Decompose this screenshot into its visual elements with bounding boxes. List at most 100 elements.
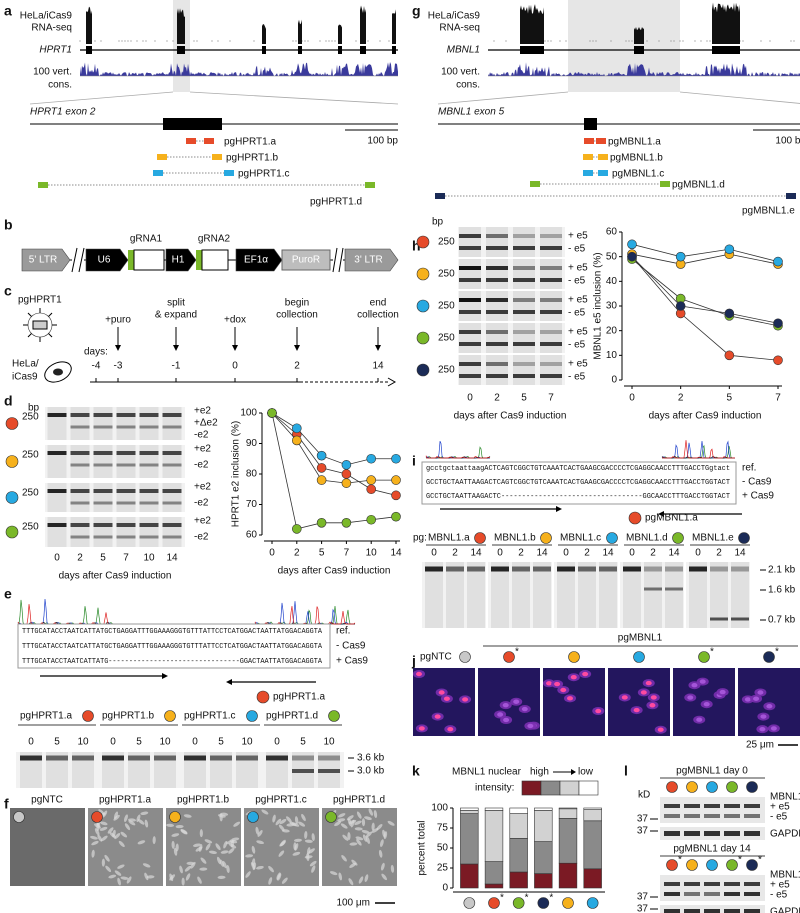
- construct-element: [85, 248, 129, 272]
- nucleus: [554, 681, 561, 687]
- cell: [136, 814, 141, 823]
- cell: [152, 836, 156, 845]
- gel-band: [486, 234, 508, 238]
- guide-site: [660, 181, 670, 187]
- legend-swatch: [559, 780, 580, 796]
- size-label: 250: [438, 333, 455, 344]
- bar-segment: [484, 810, 504, 862]
- cell: [279, 818, 287, 825]
- label: collection: [357, 310, 399, 321]
- marker: [82, 710, 94, 722]
- cell: [298, 821, 306, 827]
- gel: [45, 407, 185, 440]
- chromatogram: [255, 605, 355, 625]
- cell: [261, 809, 269, 815]
- lane-label: 14: [734, 548, 746, 559]
- gel-lane: [459, 355, 481, 385]
- gel-band: [93, 501, 113, 505]
- series-line: [271, 412, 396, 466]
- cell: [278, 850, 285, 857]
- cell: [348, 878, 354, 886]
- marker: [633, 651, 645, 663]
- lane-label: 5: [218, 737, 224, 748]
- arrow-head: [162, 673, 168, 679]
- gene-exon: [262, 46, 266, 54]
- gel-band: [486, 342, 508, 346]
- cell: [341, 854, 347, 862]
- nucleus: [760, 714, 767, 719]
- band-label: - e5: [568, 308, 586, 319]
- nucleus: [434, 714, 441, 719]
- nucleus: [447, 726, 454, 732]
- gel-band: [513, 234, 535, 238]
- group-label: pgHPRT1.a: [20, 711, 73, 722]
- label: EF1α: [244, 255, 268, 266]
- bar-segment: [558, 818, 578, 864]
- data-point: [627, 239, 637, 250]
- x-tick-label: 2: [294, 548, 300, 559]
- cell: [192, 843, 201, 847]
- unit: bp: [432, 217, 444, 228]
- label: 25 μm: [746, 740, 774, 751]
- marker: [247, 811, 259, 823]
- gel-band: [162, 451, 182, 455]
- data-point: [316, 450, 327, 461]
- guide-site: [583, 170, 593, 176]
- y-tick-label: 50: [437, 843, 449, 854]
- blot-band: [744, 892, 760, 896]
- marker: [13, 811, 25, 823]
- label: gRNA2: [198, 234, 231, 245]
- axis-title: percent total: [417, 820, 428, 875]
- gel-lane: [93, 445, 113, 478]
- bar-segment: [583, 809, 602, 822]
- gel-band: [139, 425, 159, 429]
- data-point: [773, 318, 783, 329]
- cell: [340, 823, 348, 829]
- cell: [268, 865, 274, 873]
- gel-band: [70, 501, 90, 505]
- cell: [364, 816, 372, 821]
- size-label: 250: [22, 450, 39, 461]
- gel-band: [512, 566, 530, 572]
- gel-band: [93, 535, 113, 539]
- cell: [304, 839, 313, 843]
- cell: [108, 874, 117, 879]
- guide-site: [598, 170, 608, 176]
- cell: [181, 877, 185, 886]
- data-point: [724, 308, 735, 319]
- size-label: 250: [438, 365, 455, 376]
- lane-label: 2: [716, 548, 722, 559]
- cell: [347, 818, 352, 826]
- gel-band: [486, 278, 508, 282]
- category-marker: [488, 897, 500, 909]
- data-point: [316, 517, 327, 528]
- construct-element: [165, 248, 197, 272]
- gel-band: [236, 755, 258, 761]
- label: pgMBNL1 day 14: [673, 844, 751, 855]
- cell: [381, 873, 387, 881]
- guide-site: [786, 193, 796, 199]
- gel-band: [70, 463, 90, 467]
- gel-lane: [70, 407, 90, 440]
- size-label: 250: [438, 269, 455, 280]
- label: 37: [637, 892, 649, 903]
- gel-band: [459, 310, 481, 314]
- bar-segment: [460, 863, 479, 889]
- cell: [97, 834, 103, 842]
- nucleus: [497, 712, 504, 717]
- chromatogram: [254, 601, 355, 625]
- gel-band: [513, 374, 535, 378]
- label: 100 vert.: [33, 67, 72, 78]
- gel-lane: [70, 483, 90, 512]
- virus-spike: [48, 312, 53, 317]
- marker: [706, 781, 718, 793]
- gel-lane: [139, 517, 159, 547]
- cell: [362, 834, 368, 842]
- coverage: [634, 26, 644, 44]
- gel-band: [162, 535, 182, 539]
- gel-band: [578, 566, 596, 572]
- break: [333, 248, 343, 272]
- marker: [246, 710, 258, 722]
- size-label: 250: [22, 522, 39, 533]
- bar-segment: [509, 838, 528, 873]
